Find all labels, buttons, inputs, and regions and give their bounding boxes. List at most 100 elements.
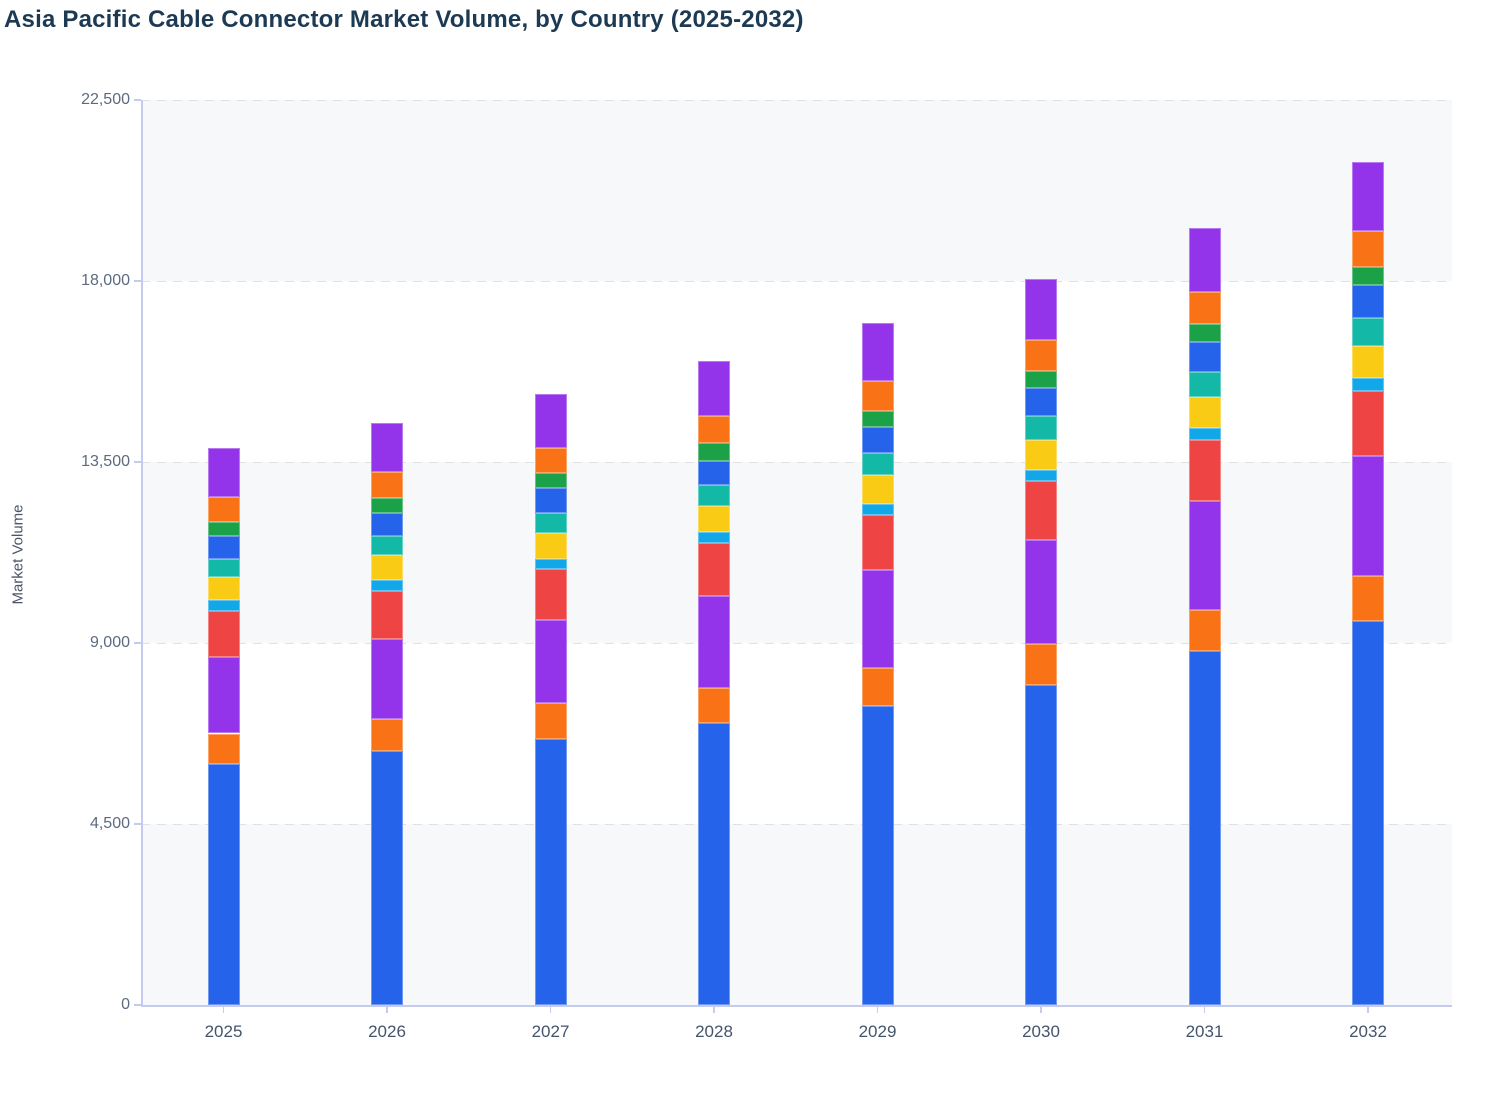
bar-segment-2029-segment-9-green[interactable] [861,410,894,428]
bar-segment-2025-segment-3-purple[interactable] [207,657,240,734]
bar-segment-2028-segment-6-yellow[interactable] [698,505,730,533]
bar-segment-2032-segment-1-blue[interactable] [1352,620,1384,1005]
bar-segment-2028-segment-11-purple[interactable] [698,361,730,417]
bar-segment-2029-segment-1-blue[interactable] [861,706,894,1005]
bar-segment-2032-segment-2-orange[interactable] [1352,576,1384,621]
bar-segment-2030-segment-10-orange[interactable] [1025,340,1057,372]
bar-segment-2031-segment-9-green[interactable] [1188,324,1221,342]
bar-segment-2028-segment-3-purple[interactable] [698,595,730,689]
x-tick-label-2031: 2031 [1185,1022,1224,1041]
bar-segment-2032-segment-10-orange[interactable] [1352,231,1384,267]
bar-segment-2029-segment-2-orange[interactable] [861,668,894,707]
x-tick-mark [549,1006,552,1013]
bar-segment-2028-segment-5-sky[interactable] [698,532,730,543]
bar-segment-2026-segment-1-blue[interactable] [371,750,403,1005]
y-tick-label: 22,500 [81,91,130,108]
bar-segment-2025-segment-5-sky[interactable] [207,600,240,612]
bar-segment-2029-segment-7-teal[interactable] [861,453,894,475]
x-tick-label-2032: 2032 [1349,1022,1387,1041]
bar-segment-2028-segment-7-teal[interactable] [698,485,730,506]
bar-segment-2031-segment-5-sky[interactable] [1188,428,1221,441]
bar-segment-2031-segment-10-orange[interactable] [1188,291,1221,325]
bar-segment-2029-segment-10-orange[interactable] [861,381,894,411]
bar-segment-2025-segment-11-purple[interactable] [207,447,240,498]
plot-band [141,462,1452,643]
bar-segment-2031-segment-6-yellow[interactable] [1188,397,1221,429]
bar-segment-2027-segment-7-teal[interactable] [534,512,567,533]
bar-segment-2026-segment-2-orange[interactable] [371,719,403,751]
bar-segment-2030-segment-3-purple[interactable] [1025,539,1057,645]
y-tick-mark [134,461,141,463]
bar-segment-2027-segment-11-purple[interactable] [534,393,567,448]
bar-segment-2029-segment-11-purple[interactable] [861,322,894,382]
bar-segment-2025-segment-9-green[interactable] [207,522,240,537]
bar-segment-2032-segment-9-green[interactable] [1352,266,1384,286]
bar-segment-2026-segment-4-red[interactable] [371,590,403,640]
bar-segment-2030-segment-7-teal[interactable] [1025,416,1057,441]
bar-segment-2027-segment-9-green[interactable] [534,473,567,489]
bar-segment-2025-segment-2-orange[interactable] [207,733,240,764]
bar-segment-2030-segment-9-green[interactable] [1025,371,1057,389]
bar-segment-2025-segment-1-blue[interactable] [207,763,240,1005]
bar-segment-2032-segment-4-red[interactable] [1352,391,1384,457]
bar-segment-2025-segment-10-orange[interactable] [207,497,240,523]
bar-segment-2026-segment-10-orange[interactable] [371,472,403,499]
bar-segment-2029-segment-8-blue[interactable] [861,427,894,454]
bar-segment-2032-segment-8-blue[interactable] [1352,285,1384,319]
bar-segment-2027-segment-4-red[interactable] [534,568,567,620]
bar-segment-2027-segment-10-orange[interactable] [534,447,567,474]
bar-segment-2031-segment-4-red[interactable] [1188,440,1221,502]
bar-segment-2030-segment-6-yellow[interactable] [1025,440,1057,470]
y-tick-label: 18,000 [81,272,130,289]
bar-segment-2027-segment-6-yellow[interactable] [534,532,567,559]
x-tick-mark [386,1006,388,1013]
bar-segment-2027-segment-1-blue[interactable] [534,738,567,1005]
bar-segment-2029-segment-6-yellow[interactable] [861,474,894,505]
bar-segment-2026-segment-3-purple[interactable] [371,639,403,720]
y-tick-mark [134,1004,141,1006]
x-axis-line [141,1005,1452,1007]
bar-segment-2026-segment-5-sky[interactable] [371,579,403,591]
bar-segment-2026-segment-9-green[interactable] [371,498,403,514]
bar-segment-2029-segment-5-sky[interactable] [861,504,894,516]
bar-segment-2030-segment-4-red[interactable] [1025,481,1057,540]
bar-segment-2030-segment-2-orange[interactable] [1025,644,1057,686]
bar-segment-2030-segment-5-sky[interactable] [1025,469,1057,482]
bar-segment-2028-segment-2-orange[interactable] [698,688,730,724]
bar-segment-2027-segment-2-orange[interactable] [534,702,567,739]
bar-segment-2032-segment-3-purple[interactable] [1352,456,1384,577]
bar-segment-2031-segment-2-orange[interactable] [1188,609,1221,652]
bar-segment-2026-segment-7-teal[interactable] [371,536,403,555]
bar-segment-2030-segment-11-purple[interactable] [1025,278,1057,341]
bar-segment-2026-segment-11-purple[interactable] [371,422,403,473]
bar-segment-2031-segment-7-teal[interactable] [1188,372,1221,398]
bar-segment-2031-segment-11-purple[interactable] [1188,227,1221,292]
bar-segment-2032-segment-5-sky[interactable] [1352,378,1384,392]
bar-segment-2029-segment-3-purple[interactable] [861,570,894,669]
bar-segment-2028-segment-10-orange[interactable] [698,416,730,444]
bar-segment-2032-segment-6-yellow[interactable] [1352,345,1384,379]
bar-segment-2027-segment-8-blue[interactable] [534,488,567,513]
x-tick-label-2028: 2028 [695,1022,733,1041]
bar-segment-2025-segment-8-blue[interactable] [207,536,240,559]
bar-segment-2032-segment-7-teal[interactable] [1352,318,1384,346]
bar-segment-2031-segment-8-blue[interactable] [1188,341,1221,373]
bar-segment-2028-segment-8-blue[interactable] [698,461,730,486]
bar-segment-2025-segment-7-teal[interactable] [207,558,240,578]
bar-segment-2025-segment-4-red[interactable] [207,611,240,658]
y-tick-mark [134,642,141,644]
bar-segment-2029-segment-4-red[interactable] [861,515,894,571]
bar-segment-2027-segment-5-sky[interactable] [534,558,567,569]
bar-segment-2031-segment-1-blue[interactable] [1188,651,1221,1005]
bar-segment-2026-segment-6-yellow[interactable] [371,554,403,580]
bar-segment-2028-segment-9-green[interactable] [698,443,730,462]
bar-segment-2030-segment-1-blue[interactable] [1025,685,1057,1005]
bar-segment-2030-segment-8-blue[interactable] [1025,388,1057,417]
bar-segment-2027-segment-3-purple[interactable] [534,619,567,703]
bar-segment-2028-segment-1-blue[interactable] [698,723,730,1005]
bar-segment-2028-segment-4-red[interactable] [698,542,730,596]
bar-segment-2031-segment-3-purple[interactable] [1188,501,1221,610]
bar-segment-2025-segment-6-yellow[interactable] [207,577,240,601]
bar-segment-2026-segment-8-blue[interactable] [371,513,403,537]
bar-segment-2032-segment-11-purple[interactable] [1352,161,1384,232]
